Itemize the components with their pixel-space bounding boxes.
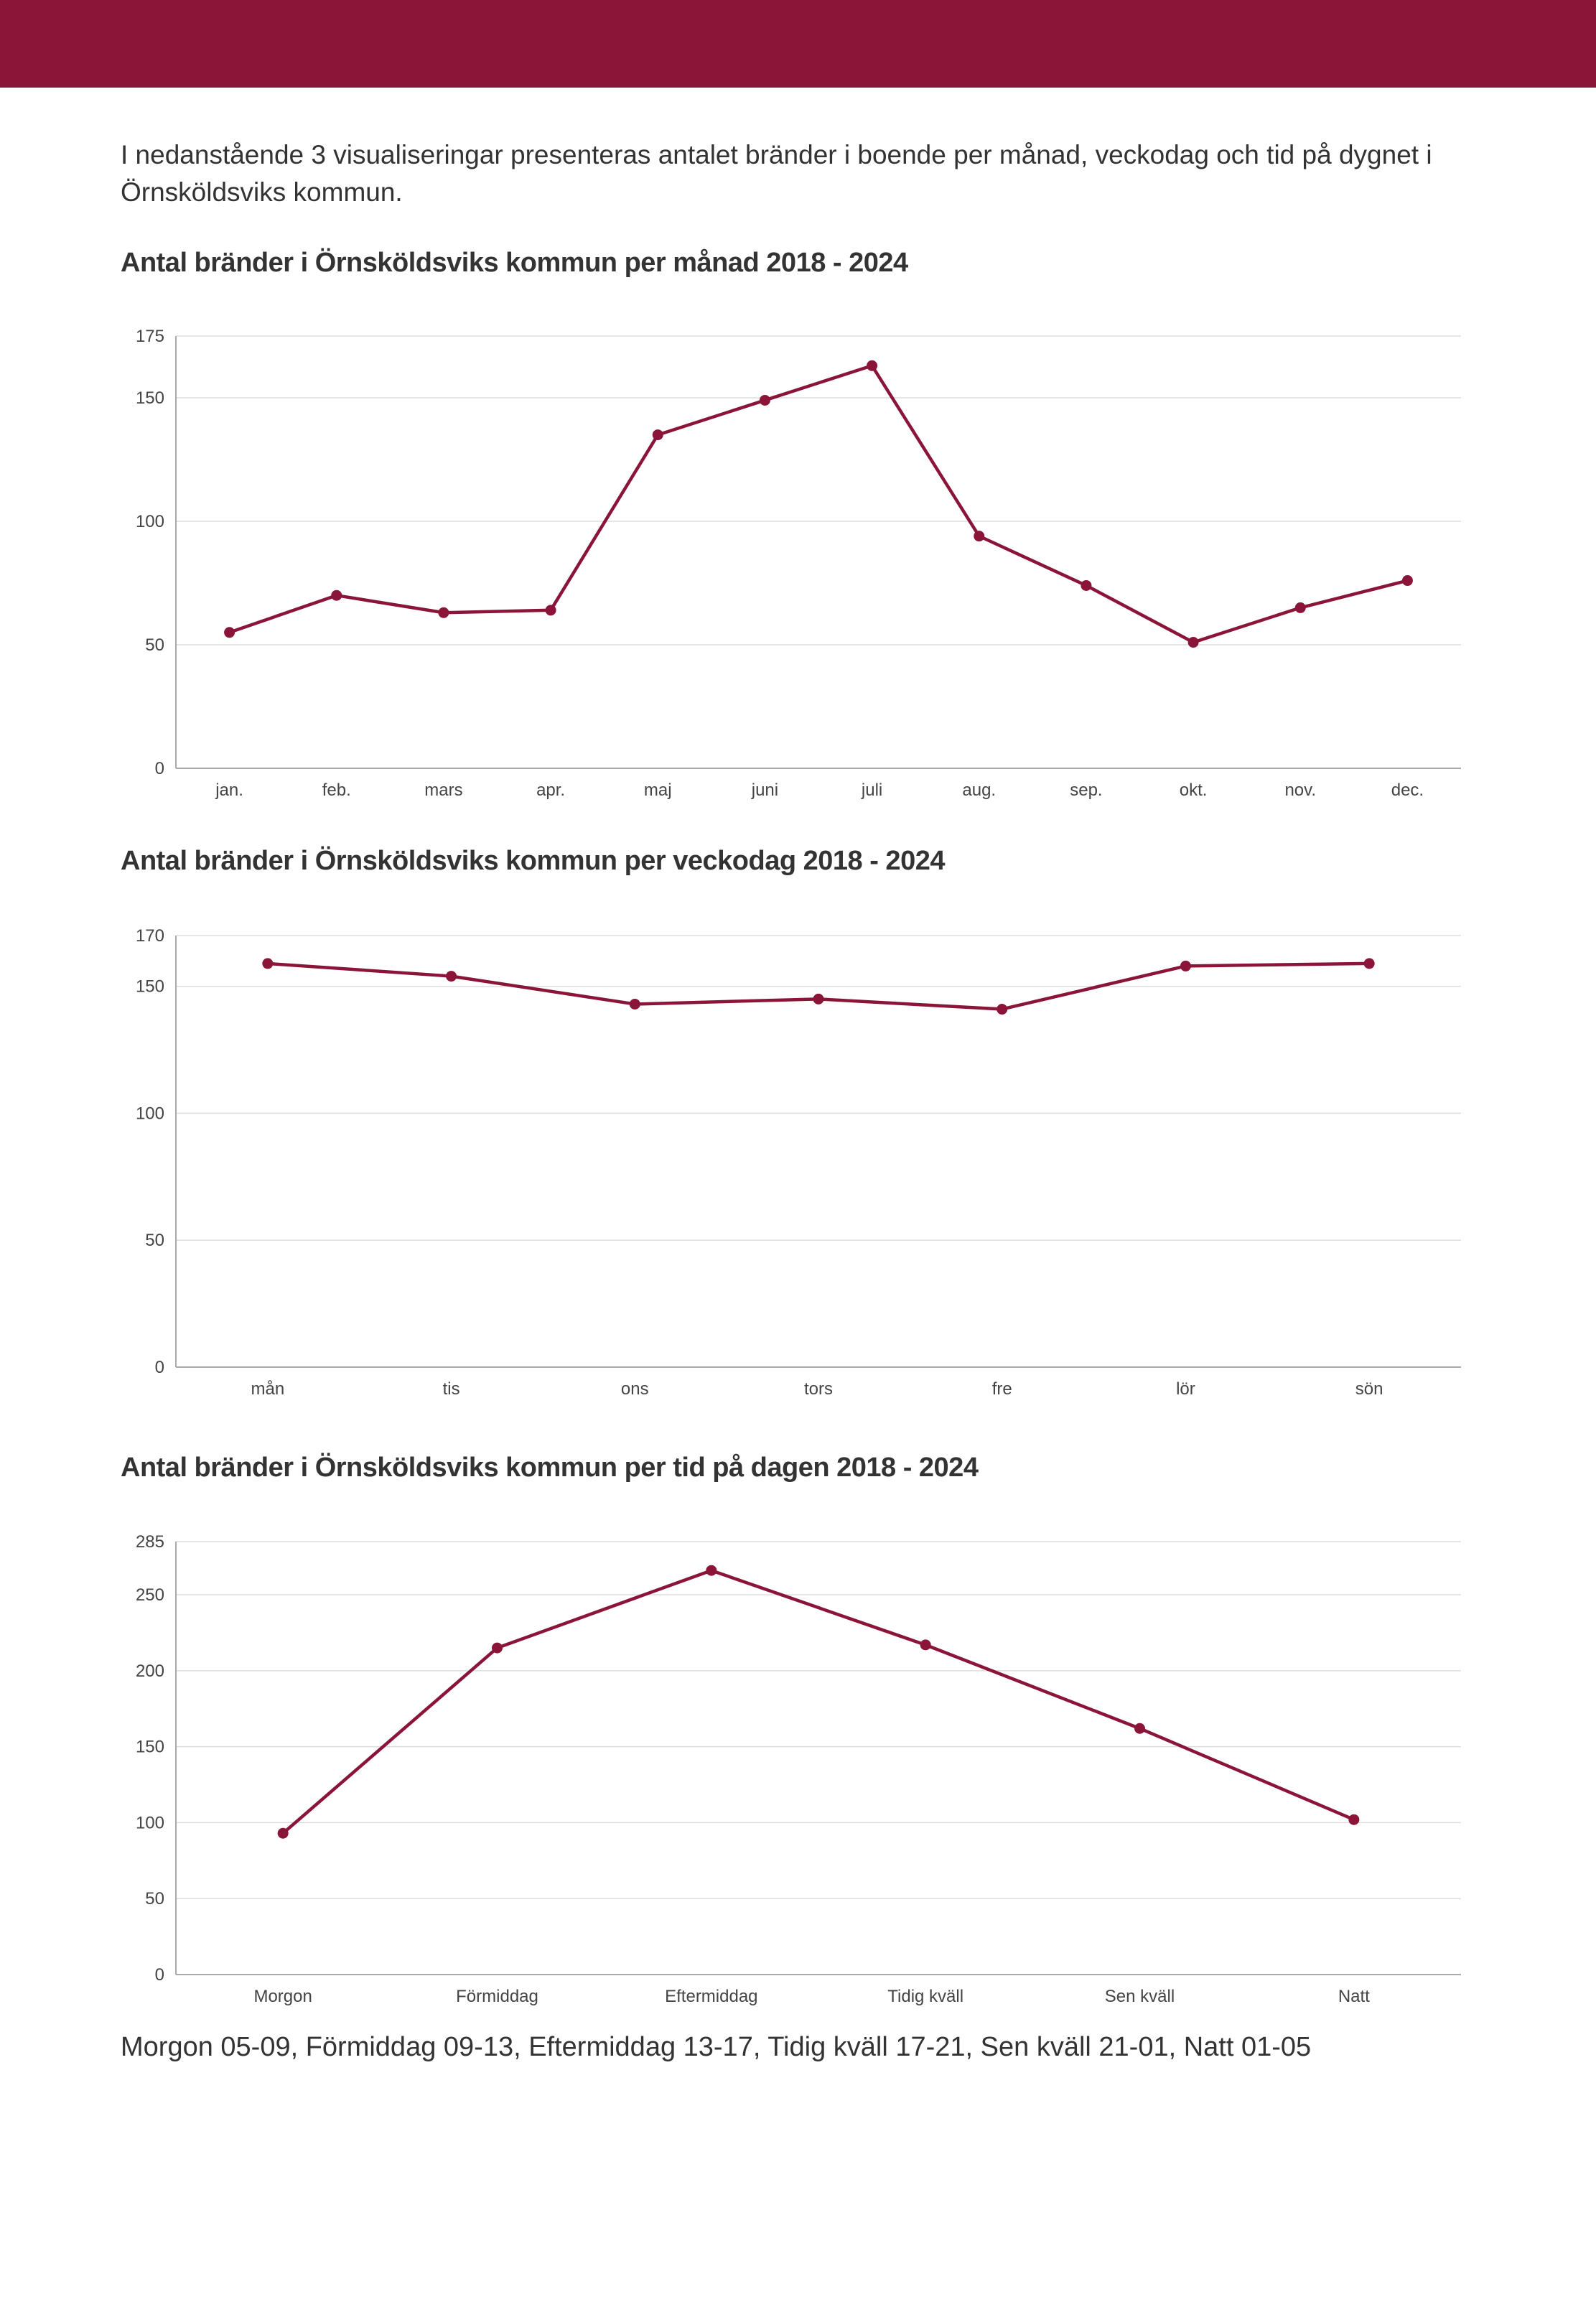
data-point[interactable] — [1081, 579, 1092, 591]
x-tick-label: fre — [992, 1379, 1012, 1399]
x-tick-label: sön — [1355, 1379, 1383, 1399]
data-point[interactable] — [652, 429, 663, 441]
x-tick-label: mån — [251, 1379, 285, 1399]
x-tick-label: aug. — [962, 780, 996, 800]
x-tick-label: lör — [1176, 1379, 1195, 1399]
y-tick-label: 150 — [136, 977, 164, 997]
chart-title-time-of-day: Antal bränder i Örnsköldsviks kommun per… — [121, 1453, 979, 1483]
x-tick-label: juli — [861, 780, 882, 800]
y-tick-label: 170 — [136, 926, 164, 946]
y-tick-label: 250 — [136, 1585, 164, 1605]
x-tick-label: sep. — [1070, 780, 1102, 800]
intro-text: I nedanstående 3 visualiseringar present… — [121, 140, 1432, 207]
y-tick-label: 100 — [136, 512, 164, 531]
x-tick-label: apr. — [536, 780, 565, 800]
chart-weekday: 0 50 100 150 170 mån tis ons tors fre lör sön — [136, 926, 1461, 1399]
x-tick-label: Förmiddag — [456, 1987, 538, 2006]
data-point[interactable] — [331, 589, 342, 601]
header-band — [0, 0, 1596, 88]
x-tick-label: Tidig kväll — [887, 1987, 963, 2006]
data-point[interactable] — [1187, 637, 1199, 648]
data-point[interactable] — [1180, 960, 1191, 971]
chart-time-of-day: 0 50 100 150 200 250 285 Morgon Förmiddag Eftermi… — [136, 1532, 1461, 2006]
x-tick-label: ons — [621, 1379, 649, 1399]
data-point[interactable] — [759, 394, 770, 406]
data-point[interactable] — [262, 958, 274, 969]
data-point[interactable] — [224, 627, 235, 638]
data-point[interactable] — [920, 1639, 931, 1651]
data-point[interactable] — [997, 1004, 1008, 1015]
data-point[interactable] — [813, 993, 824, 1005]
data-point[interactable] — [545, 605, 556, 616]
data-point[interactable] — [974, 531, 985, 542]
data-point[interactable] — [1348, 1814, 1360, 1825]
data-point[interactable] — [438, 607, 449, 618]
x-tick-label: dec. — [1391, 780, 1424, 800]
y-tick-label: 285 — [136, 1532, 164, 1552]
x-tick-label: tors — [804, 1379, 833, 1399]
data-point[interactable] — [867, 360, 878, 371]
data-point[interactable] — [446, 971, 457, 982]
chart-title-month: Antal bränder i Örnsköldsviks kommun per… — [121, 248, 908, 278]
data-point[interactable] — [1134, 1723, 1145, 1734]
y-tick-label: 50 — [145, 635, 164, 655]
data-point[interactable] — [706, 1565, 717, 1576]
time-period-footnote: Morgon 05-09, Förmiddag 09-13, Eftermidd… — [121, 2032, 1312, 2062]
x-tick-label: feb. — [322, 780, 351, 800]
data-point[interactable] — [1401, 575, 1413, 587]
x-tick-label: maj — [644, 780, 672, 800]
y-tick-label: 100 — [136, 1104, 164, 1123]
x-tick-label: nov. — [1284, 780, 1316, 800]
y-tick-label: 50 — [145, 1231, 164, 1250]
data-point[interactable] — [277, 1827, 289, 1839]
data-point[interactable] — [629, 998, 640, 1010]
chart-title-weekday: Antal bränder i Örnsköldsviks kommun per… — [121, 846, 945, 876]
x-tick-label: Sen kväll — [1105, 1987, 1175, 2006]
y-tick-label: 0 — [155, 1965, 164, 1985]
data-point[interactable] — [492, 1642, 503, 1654]
y-tick-label: 150 — [136, 388, 164, 408]
x-tick-label: Morgon — [253, 1987, 312, 2006]
data-point[interactable] — [1363, 958, 1375, 969]
series-line-time — [281, 1568, 1355, 1835]
data-point[interactable] — [1294, 602, 1306, 613]
series-line-month — [228, 364, 1408, 644]
y-tick-label: 175 — [136, 327, 164, 346]
y-tick-label: 100 — [136, 1813, 164, 1832]
x-tick-label: okt. — [1180, 780, 1208, 800]
y-tick-label: 150 — [136, 1738, 164, 1757]
chart-month: 0 50 100 150 175 jan. feb. mars apr. maj juni juli a… — [136, 327, 1461, 800]
x-tick-label: juni — [751, 780, 778, 800]
x-tick-label: Natt — [1338, 1987, 1370, 2006]
y-tick-label: 0 — [155, 759, 164, 778]
y-tick-label: 0 — [155, 1358, 164, 1377]
y-tick-label: 200 — [136, 1661, 164, 1681]
x-tick-label: Eftermiddag — [665, 1987, 757, 2006]
x-tick-label: jan. — [215, 780, 243, 800]
x-tick-label: tis — [443, 1379, 460, 1399]
x-tick-label: mars — [424, 780, 462, 800]
y-tick-label: 50 — [145, 1889, 164, 1908]
